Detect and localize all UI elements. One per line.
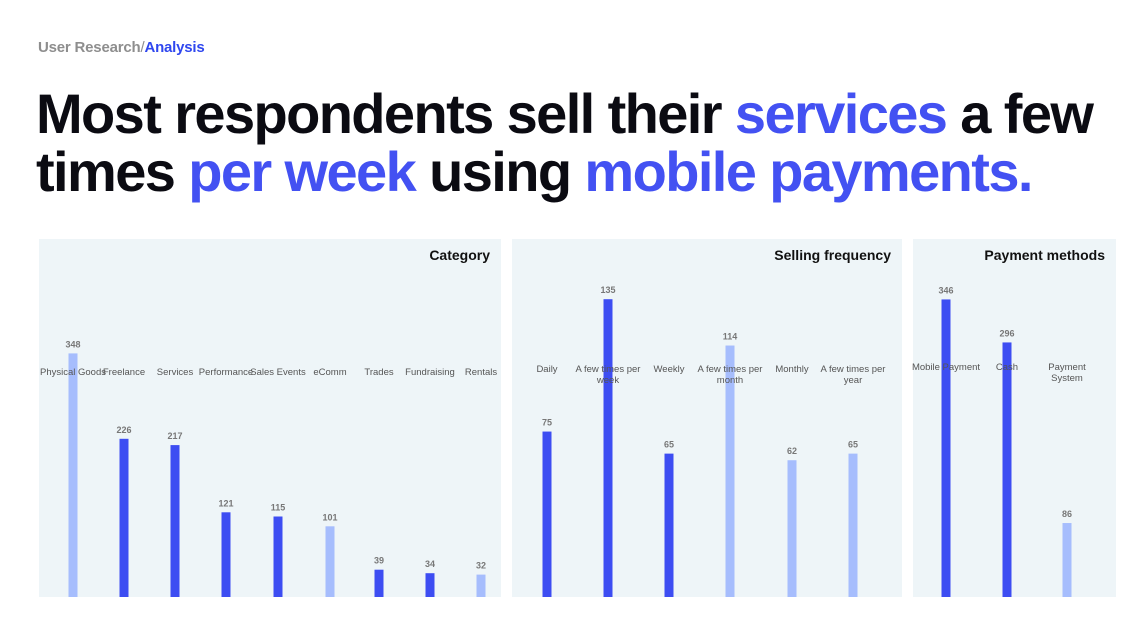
headline-segment: Most respondents sell their <box>36 82 735 145</box>
bar-value-label: 296 <box>999 328 1014 338</box>
x-tick-label: Cash <box>995 362 1019 373</box>
bar-value-label: 62 <box>787 446 797 456</box>
bar-value-label: 65 <box>664 440 674 450</box>
bar-value-label: 34 <box>425 559 435 569</box>
bar <box>664 453 674 597</box>
bar <box>273 516 283 597</box>
x-tick-label: A few times per year <box>820 364 886 386</box>
chart-title: Payment methods <box>984 247 1105 263</box>
bar <box>374 569 384 597</box>
bar <box>1062 523 1072 597</box>
x-tick-label: Services <box>156 367 194 378</box>
bar-chart-plot: 75 135 65 114 62 65 <box>542 285 858 597</box>
bar-value-label: 65 <box>848 440 858 450</box>
bar-value-label: 226 <box>116 425 131 435</box>
x-tick-label: Trades <box>364 367 394 378</box>
headline-highlight: mobile payments. <box>584 140 1033 203</box>
bar <box>325 526 335 597</box>
bar-value-label: 348 <box>65 339 80 349</box>
breadcrumb-parent[interactable]: User Research <box>38 39 141 56</box>
bar <box>603 299 613 597</box>
bar-chart-plot: 348 226 217 121 115 101 39 34 32 <box>65 339 486 597</box>
x-tick-label: Weekly <box>653 364 685 375</box>
bar <box>221 512 231 597</box>
bar-value-label: 32 <box>476 561 486 571</box>
breadcrumb-current: Analysis <box>144 39 205 56</box>
selling-frequency-chart-panel: Selling frequency 75 135 65 114 62 65 Daily A f… <box>512 239 902 597</box>
x-tick-label: Physical Goods <box>39 367 106 378</box>
breadcrumb: User Research/Analysis <box>38 39 205 56</box>
payment-methods-chart-panel: Payment methods 346 296 86 Mobile Payment Ca… <box>911 239 1116 597</box>
x-tick-label: A few times per week <box>575 364 641 386</box>
x-tick-label: Monthly <box>775 364 809 375</box>
bar <box>425 573 435 597</box>
bar <box>725 345 735 597</box>
headline-segment: using <box>415 140 585 203</box>
bar-value-label: 39 <box>374 556 384 566</box>
bar-value-label: 86 <box>1062 509 1072 519</box>
bar-chart-plot: 346 296 86 <box>938 285 1072 597</box>
bar-value-label: 346 <box>938 285 953 295</box>
breadcrumb-separator: / <box>140 39 145 56</box>
bar-value-label: 121 <box>218 498 233 508</box>
category-chart-panel: Category 348 226 217 121 115 101 39 34 32 Physica… <box>39 239 501 597</box>
headline-segment: a few times <box>36 82 1094 203</box>
bar <box>119 438 129 597</box>
x-tick-label: Daily <box>536 364 558 375</box>
chart-title: Selling frequency <box>774 247 891 263</box>
page-headline: Most respondents sell their services a f… <box>36 85 1126 201</box>
bar <box>476 574 486 597</box>
bar <box>941 299 951 597</box>
bar <box>68 353 78 597</box>
x-tick-label: Fundraising <box>405 367 455 378</box>
x-tick-label: Sales Events <box>250 367 306 378</box>
x-tick-label: Payment System <box>1048 362 1086 384</box>
bar <box>848 453 858 597</box>
bar <box>542 431 552 597</box>
bar-value-label: 135 <box>600 285 615 295</box>
bar <box>1002 342 1012 597</box>
x-tick-label: Performance <box>198 367 254 378</box>
bar-value-label: 115 <box>271 503 286 513</box>
headline-highlight: services <box>734 82 948 145</box>
bar <box>170 445 180 597</box>
bar-value-label: 114 <box>723 332 738 342</box>
chart-title: Category <box>429 247 490 263</box>
headline-highlight: per week <box>188 140 417 203</box>
x-tick-label: Freelance <box>102 367 146 378</box>
bar <box>787 460 797 597</box>
x-tick-label: Rentals <box>464 367 498 378</box>
x-tick-label: eComm <box>313 367 347 378</box>
bar-value-label: 75 <box>542 418 552 428</box>
x-tick-label: A few times per month <box>697 364 763 386</box>
x-tick-label: Mobile Payment <box>911 362 981 373</box>
bar-value-label: 217 <box>167 431 182 441</box>
bar-value-label: 101 <box>322 512 337 522</box>
